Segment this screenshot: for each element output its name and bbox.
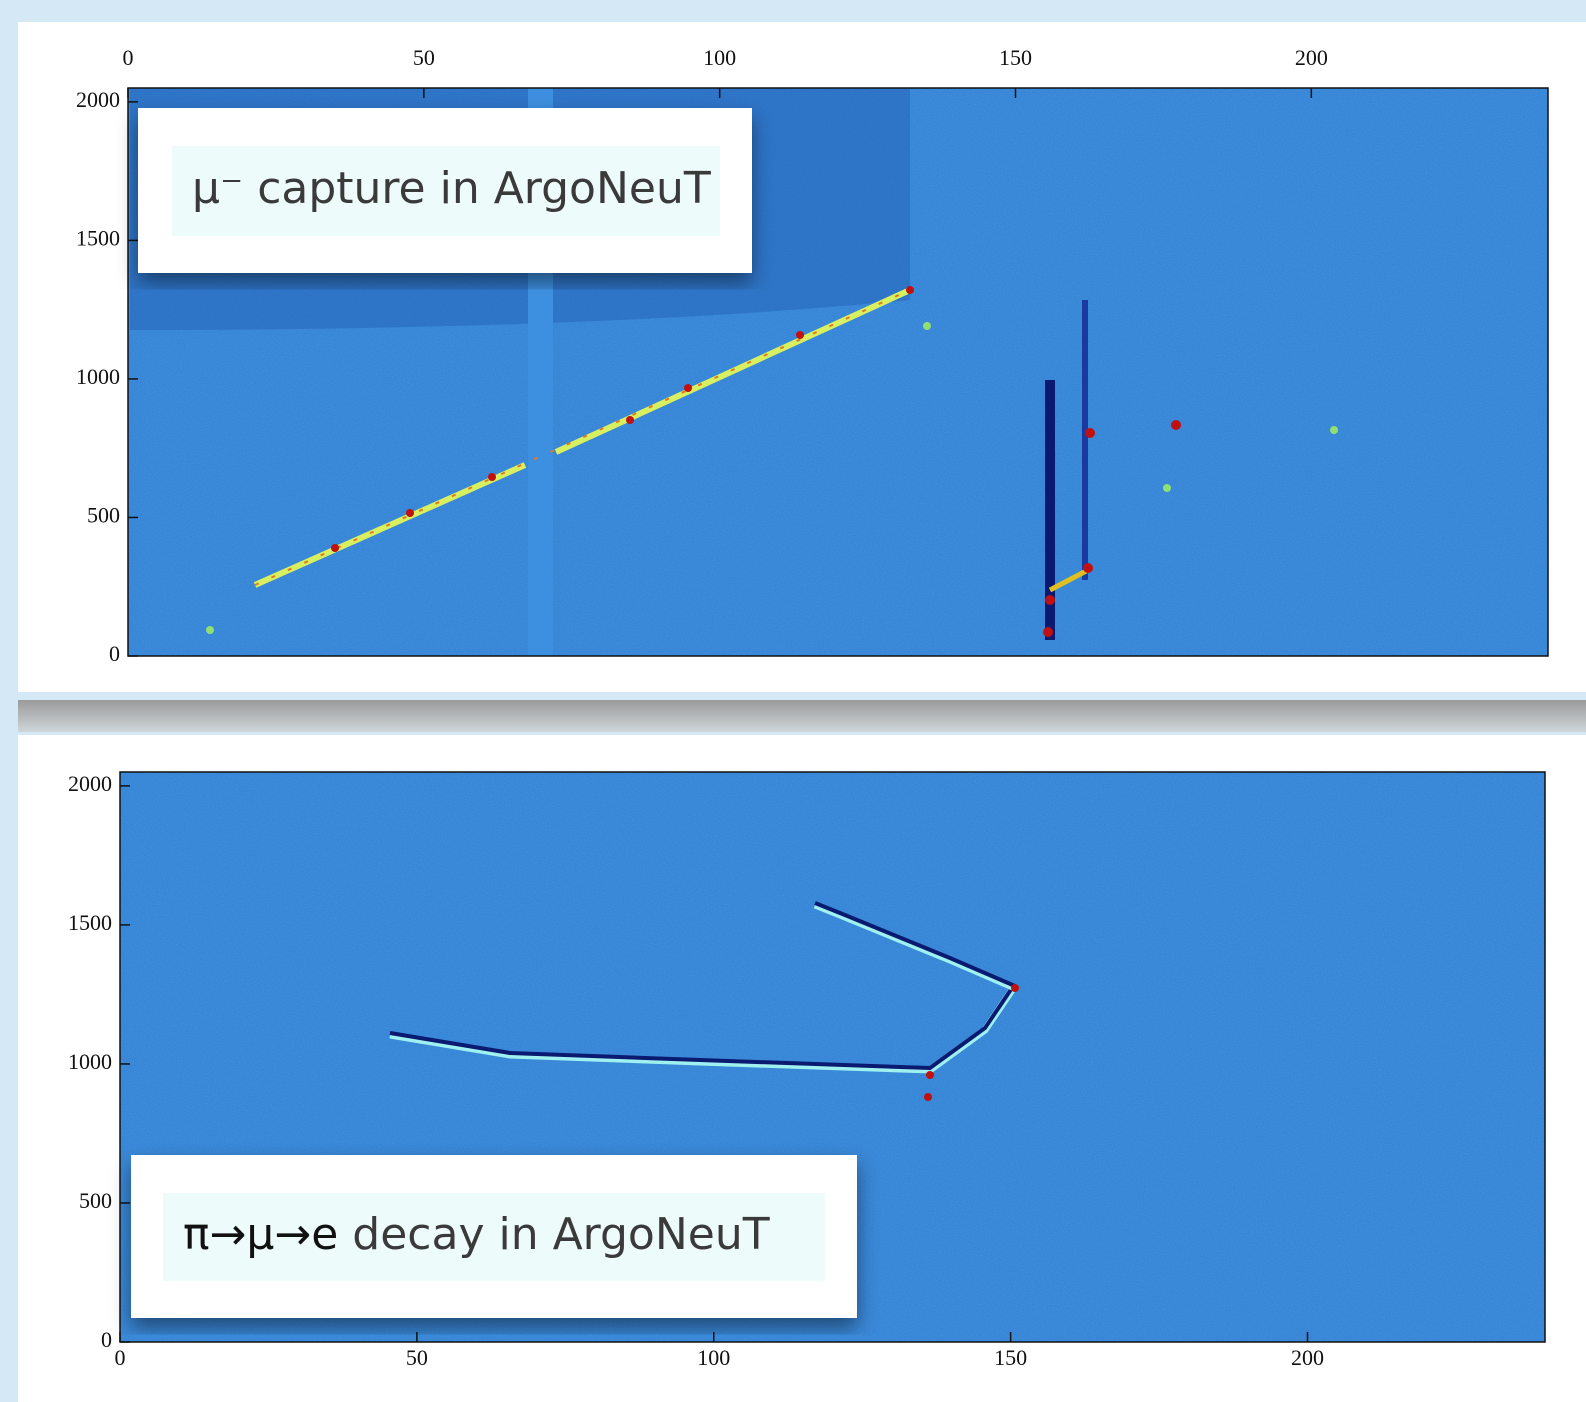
hit xyxy=(906,286,914,294)
y-tick-label: 0 xyxy=(109,641,120,666)
hit xyxy=(406,509,414,517)
y-tick-label: 2000 xyxy=(68,771,112,796)
hit xyxy=(331,544,339,552)
y-tick-label: 500 xyxy=(87,503,120,528)
x-tick-label: 150 xyxy=(999,45,1032,70)
hit xyxy=(206,626,214,634)
x-tick-label: 0 xyxy=(123,45,134,70)
hit xyxy=(1085,428,1095,438)
x-tick-label: 50 xyxy=(406,1345,428,1370)
x-tick-label: 200 xyxy=(1295,45,1328,70)
annotation-text: π→μ→e xyxy=(183,1209,338,1260)
hit xyxy=(1043,627,1053,637)
y-tick-label: 0 xyxy=(101,1327,112,1352)
hit xyxy=(1171,420,1181,430)
hit xyxy=(1083,563,1093,573)
y-tick-label: 1500 xyxy=(68,910,112,935)
hit xyxy=(626,416,634,424)
hit xyxy=(1045,595,1055,605)
y-tick-label: 1500 xyxy=(76,225,120,250)
hit xyxy=(1330,426,1338,434)
x-tick-label: 100 xyxy=(697,1345,730,1370)
y-tick-label: 500 xyxy=(79,1188,112,1213)
annotation-text: decay in ArgoNeuT xyxy=(352,1209,769,1260)
x-tick-label: 0 xyxy=(115,1345,126,1370)
annotation: π→μ→e decay in ArgoNeuT xyxy=(183,1209,770,1260)
dark-wire xyxy=(1082,300,1088,580)
y-tick-label: 1000 xyxy=(76,364,120,389)
hit xyxy=(926,1071,934,1079)
hit xyxy=(796,331,804,339)
x-tick-label: 150 xyxy=(994,1345,1027,1370)
separator xyxy=(18,700,1586,732)
hit xyxy=(1011,984,1019,992)
annotation: μ⁻ capture in ArgoNeuT xyxy=(192,163,711,214)
x-tick-label: 100 xyxy=(703,45,736,70)
y-tick-label: 2000 xyxy=(76,87,120,112)
page: 0501001502000500100015002000μ⁻ capture i… xyxy=(0,0,1586,1402)
hit xyxy=(923,322,931,330)
hit xyxy=(684,384,692,392)
hit xyxy=(488,473,496,481)
y-tick-label: 1000 xyxy=(68,1049,112,1074)
x-tick-label: 200 xyxy=(1291,1345,1324,1370)
annotation-text: μ⁻ capture in ArgoNeuT xyxy=(192,163,711,214)
hit xyxy=(924,1093,932,1101)
x-tick-label: 50 xyxy=(413,45,435,70)
hit xyxy=(1163,484,1171,492)
